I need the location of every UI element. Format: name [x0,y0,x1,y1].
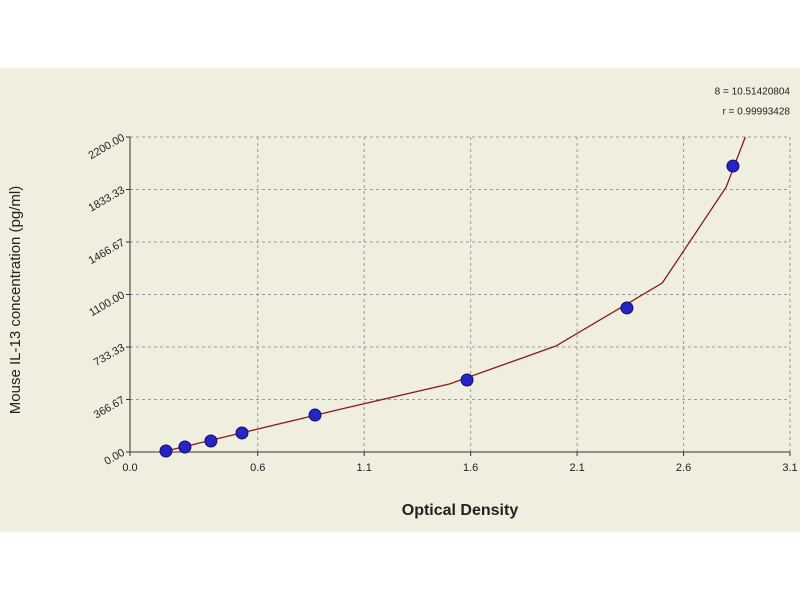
data-point [178,440,192,454]
annotation: r = 0.99993428 [722,107,790,118]
x-tick-label: 0.0 [122,462,137,474]
data-point [204,434,218,448]
data-point [620,301,634,315]
data-point [726,159,740,173]
x-tick-label: 2.1 [569,462,584,474]
x-tick-label: 1.1 [357,462,372,474]
x-tick-label: 3.1 [782,462,797,474]
panel [0,68,800,532]
data-point [235,426,249,440]
data-point [460,373,474,387]
x-tick-label: 0.6 [250,462,265,474]
fit-curve [161,136,746,453]
x-axis-label: Optical Density [402,502,519,519]
x-tick-label: 2.6 [676,462,691,474]
data-point [159,444,173,458]
annotation: 8 = 10.51420804 [715,87,791,98]
y-axis-label: Mouse IL-13 concentration (pg/ml) [7,186,24,414]
x-tick-label: 1.6 [463,462,478,474]
data-point [308,408,322,422]
